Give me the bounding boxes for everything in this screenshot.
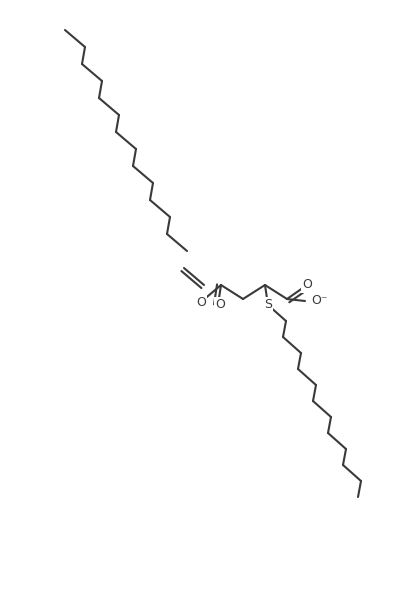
Text: O⁻: O⁻ bbox=[311, 295, 328, 307]
Text: O: O bbox=[302, 279, 312, 292]
Text: O: O bbox=[215, 298, 225, 312]
Text: O: O bbox=[196, 295, 206, 309]
Text: S: S bbox=[264, 298, 272, 312]
